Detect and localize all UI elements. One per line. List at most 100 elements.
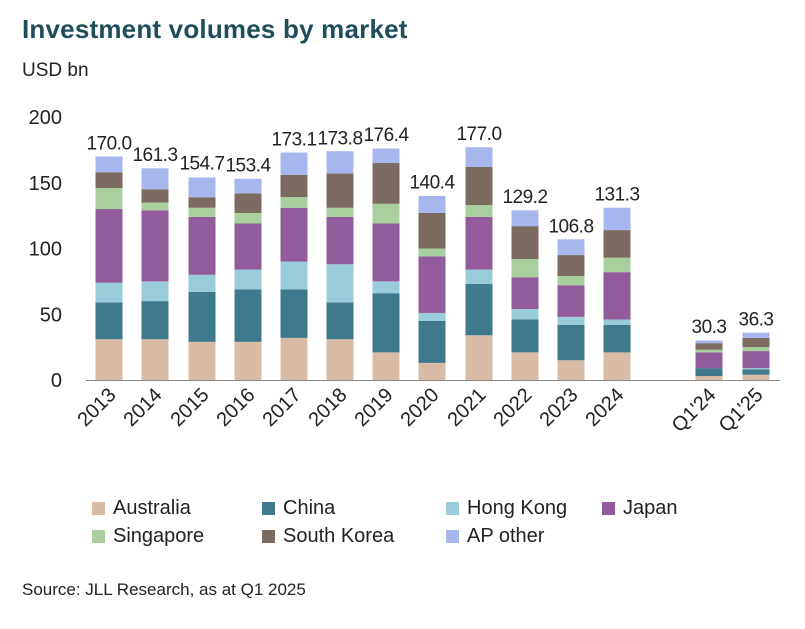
- bar-segment-china: [326, 302, 354, 340]
- bar-segment-china: [234, 289, 262, 342]
- bar-segment-ap-other: [280, 152, 308, 175]
- legend-label: Australia: [113, 497, 191, 519]
- bar-segment-south-korea: [280, 174, 308, 198]
- bar-segment-australia: [326, 339, 354, 380]
- bar-segment-australia: [557, 360, 585, 380]
- bar-segment-singapore: [511, 259, 539, 278]
- bar-segment-ap-other: [695, 340, 723, 344]
- x-tick-label: Q1'24: [668, 384, 721, 437]
- bar-segment-ap-other: [465, 147, 493, 167]
- x-tick-label: 2024: [582, 384, 629, 431]
- legend-label: South Korea: [283, 525, 395, 547]
- legend-swatch: [262, 530, 275, 543]
- bar-segment-australia: [603, 352, 631, 380]
- bar-segment-china: [188, 291, 216, 342]
- bar-segment-japan: [372, 223, 400, 282]
- bar-segment-south-korea: [557, 255, 585, 277]
- bar-segment-ap-other: [557, 239, 585, 256]
- x-tick-label: Q1'25: [715, 384, 768, 437]
- legend-label: China: [283, 497, 336, 519]
- bar-segment-china: [372, 293, 400, 353]
- legend-swatch: [446, 502, 459, 515]
- bar-segment-japan: [234, 223, 262, 270]
- bar-segment-singapore: [603, 257, 631, 273]
- bar-segment-japan: [280, 207, 308, 262]
- bar-total-label: 176.4: [363, 125, 409, 146]
- bar-segment-australia: [188, 341, 216, 380]
- bar-segment-china: [742, 369, 770, 375]
- bar-segment-china: [465, 284, 493, 336]
- bar-segment-singapore: [465, 205, 493, 217]
- legend-swatch: [602, 502, 615, 515]
- bar-segment-singapore: [418, 248, 446, 257]
- bar-segment-singapore: [280, 197, 308, 208]
- bar-segment-japan: [141, 210, 169, 282]
- legend-label: AP other: [467, 525, 545, 547]
- bar-segment-ap-other: [372, 148, 400, 164]
- bar-segment-south-korea: [695, 343, 723, 350]
- legend-item: Australia: [92, 497, 191, 520]
- bar-segment-hong-kong: [418, 312, 446, 321]
- bar-segment-japan: [465, 216, 493, 270]
- x-tick-label: 2015: [167, 384, 214, 431]
- bar-segment-south-korea: [511, 226, 539, 260]
- bar-segment-ap-other: [141, 168, 169, 190]
- x-tick-label: 2021: [444, 384, 491, 431]
- bar-segment-china: [557, 324, 585, 361]
- bar-segment-hong-kong: [465, 269, 493, 285]
- legend-label: Hong Kong: [467, 497, 568, 519]
- chart-title: Investment volumes by market: [22, 14, 408, 44]
- legend-swatch: [446, 530, 459, 543]
- bar-segment-singapore: [326, 207, 354, 217]
- bar-segment-south-korea: [95, 172, 123, 189]
- legend-item: Japan: [602, 497, 678, 520]
- x-tick-label: 2020: [397, 384, 444, 431]
- y-tick-label: 50: [40, 304, 62, 326]
- bar-segment-china: [418, 320, 446, 363]
- legend-label: Singapore: [113, 525, 205, 547]
- bar-segment-australia: [280, 337, 308, 380]
- legend-item: Hong Kong: [446, 497, 567, 520]
- bar-total-label: 129.2: [502, 187, 547, 208]
- bar-segment-singapore: [695, 349, 723, 353]
- bar-segment-hong-kong: [280, 261, 308, 290]
- bar-total-label: 131.3: [594, 184, 639, 205]
- bar-segment-australia: [95, 339, 123, 380]
- bar-segment-china: [695, 368, 723, 377]
- bar-total-label: 140.4: [409, 172, 455, 193]
- bar-segment-ap-other: [95, 156, 123, 173]
- bar-segment-hong-kong: [141, 281, 169, 302]
- bar-segment-australia: [372, 352, 400, 380]
- bar-segment-japan: [695, 352, 723, 369]
- bar-segment-japan: [603, 272, 631, 320]
- bar-segment-ap-other: [326, 151, 354, 174]
- bar-segment-hong-kong: [234, 269, 262, 290]
- bar-segment-ap-other: [234, 178, 262, 194]
- bar-total-label: 173.8: [317, 128, 362, 149]
- bar-segment-hong-kong: [742, 368, 770, 370]
- bar-segment-ap-other: [742, 332, 770, 338]
- bar-segment-singapore: [372, 203, 400, 224]
- legend-swatch: [262, 502, 275, 515]
- bar-segment-hong-kong: [603, 319, 631, 325]
- bar-segment-hong-kong: [557, 316, 585, 325]
- legend-item: China: [262, 497, 335, 520]
- chart-plot-area: 0 50 100 150 200 170.0 2013 161.3 2014 154.7 2015 1…: [29, 107, 780, 437]
- bar-segment-australia: [418, 362, 446, 380]
- legend-item: AP other: [446, 525, 544, 548]
- bar-segment-singapore: [742, 347, 770, 352]
- bar-segment-australia: [511, 352, 539, 380]
- bar-segment-hong-kong: [95, 282, 123, 303]
- bar-segment-ap-other: [188, 177, 216, 198]
- bar-segment-singapore: [557, 276, 585, 286]
- bar-segment-south-korea: [603, 230, 631, 258]
- bar-segment-japan: [188, 216, 216, 275]
- y-tick-label: 100: [29, 239, 62, 261]
- bar-segment-china: [603, 324, 631, 353]
- bar-segment-australia: [695, 376, 723, 380]
- bar-segment-singapore: [141, 202, 169, 211]
- bar-segment-japan: [326, 216, 354, 265]
- y-tick-label: 150: [29, 173, 62, 195]
- bar-segment-australia: [742, 374, 770, 380]
